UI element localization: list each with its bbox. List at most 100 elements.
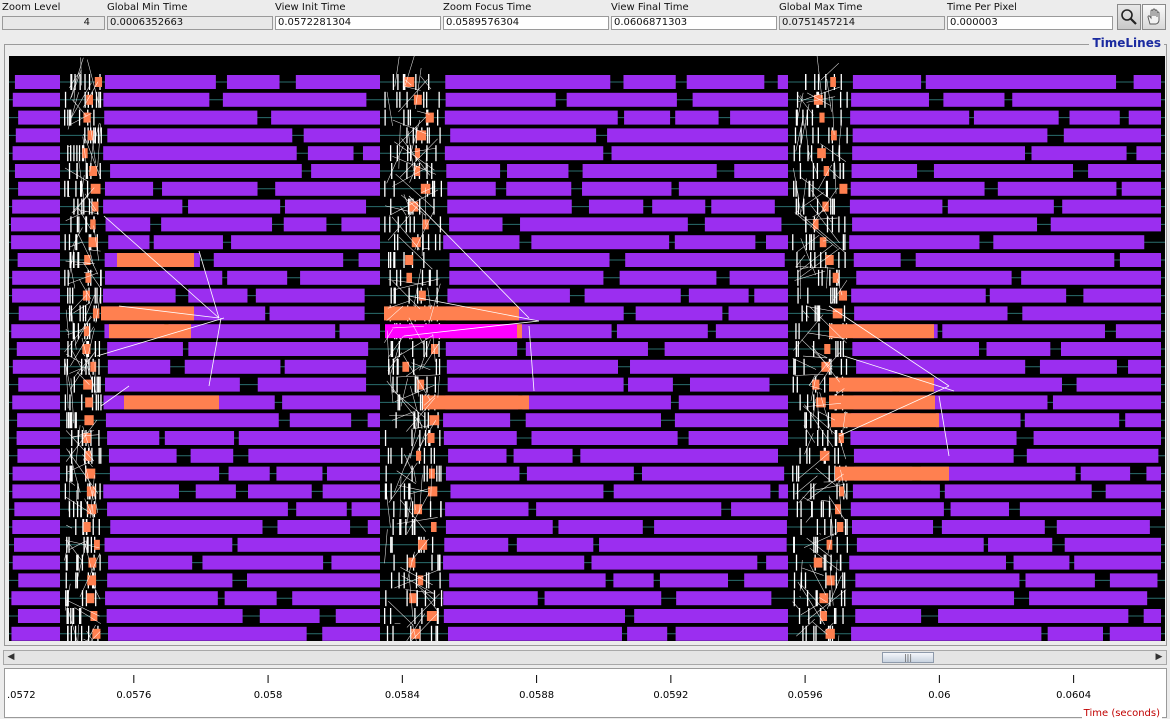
event-tick <box>97 394 99 411</box>
event-tick <box>824 519 826 535</box>
event-tick <box>64 234 66 251</box>
message-arrow <box>89 120 96 163</box>
wait-marker <box>836 522 844 532</box>
state-bar <box>248 484 312 499</box>
state-bar <box>108 448 177 463</box>
event-tick <box>81 554 84 571</box>
message-arrow <box>392 119 427 135</box>
state-bar <box>18 110 60 125</box>
state-bar <box>11 324 60 339</box>
global-max-time-value[interactable]: 0.0751457214 <box>779 16 945 30</box>
event-tick <box>384 608 386 624</box>
message-arrow <box>71 312 77 350</box>
event-tick <box>439 216 442 233</box>
event-tick <box>839 341 842 357</box>
scrollbar-thumb[interactable]: ||| <box>882 652 934 663</box>
event-tick <box>81 394 83 411</box>
message-arrow <box>65 419 98 462</box>
message-arrow <box>412 623 417 641</box>
event-tick <box>424 412 426 429</box>
message-arrow <box>71 294 87 311</box>
global-min-time-value[interactable]: 0.0006352663 <box>107 16 273 30</box>
panel-title: TimeLines <box>1089 36 1164 50</box>
event-tick <box>828 501 831 518</box>
state-bar <box>938 609 1129 623</box>
state-bar <box>852 128 1048 143</box>
event-tick <box>842 608 844 624</box>
message-arrow <box>816 56 823 98</box>
wait-marker <box>832 308 843 319</box>
message-arrow <box>400 378 408 407</box>
message-arrow <box>807 589 847 620</box>
message-arrow <box>812 621 828 635</box>
view-init-time-input[interactable]: 0.0572281304 <box>275 16 441 30</box>
event-tick <box>799 163 802 179</box>
state-bar <box>1076 377 1161 392</box>
view-final-time-input[interactable]: 0.0606871303 <box>611 16 777 30</box>
state-bar <box>14 537 60 552</box>
horizontal-scrollbar[interactable]: ◀ ||| ▶ <box>3 650 1167 665</box>
state-bar <box>852 146 1025 161</box>
event-tick <box>425 341 428 357</box>
event-tick <box>440 501 442 518</box>
event-tick <box>436 269 438 286</box>
wait-marker <box>416 450 422 461</box>
event-tick <box>85 163 87 179</box>
event-tick <box>77 252 79 268</box>
state-bar <box>591 555 758 570</box>
wait-marker <box>83 379 92 390</box>
timeline-canvas[interactable] <box>9 56 1165 641</box>
state-bar <box>224 591 277 606</box>
state-bar <box>941 520 1045 534</box>
wait-marker <box>413 94 422 105</box>
message-arrow <box>65 329 70 333</box>
event-tick <box>77 483 79 500</box>
message-arrow <box>73 79 76 103</box>
time-per-pixel-input[interactable]: 0.000003 <box>947 16 1113 30</box>
state-bar <box>925 75 1117 89</box>
message-arrow <box>66 367 69 409</box>
state-bar <box>450 128 597 143</box>
axis-title: Time (seconds) <box>1081 708 1162 719</box>
event-tick <box>423 341 425 357</box>
event-tick <box>814 305 816 322</box>
state-bar <box>108 555 193 570</box>
event-tick <box>430 447 432 464</box>
event-tick <box>96 287 98 304</box>
event-tick <box>414 519 416 535</box>
state-bar <box>678 395 788 410</box>
state-bar <box>734 164 788 178</box>
timeline-svg[interactable] <box>9 56 1165 641</box>
state-bar <box>1121 181 1161 196</box>
state-bar <box>623 75 676 89</box>
event-tick <box>403 109 405 126</box>
event-tick <box>77 554 79 571</box>
event-tick <box>97 127 100 144</box>
state-bar <box>599 537 787 552</box>
state-bar <box>161 217 273 232</box>
event-tick <box>408 198 410 215</box>
arrow-left-icon[interactable]: ◀ <box>7 652 15 662</box>
message-arrow <box>803 532 838 548</box>
event-tick <box>391 163 393 179</box>
message-arrow <box>65 260 95 264</box>
wait-marker <box>83 522 91 532</box>
event-tick <box>414 412 416 429</box>
arrow-right-icon[interactable]: ▶ <box>1155 652 1163 662</box>
wait-marker <box>87 130 94 141</box>
wait-marker <box>824 344 831 354</box>
message-arrow <box>90 631 101 641</box>
message-arrow <box>843 355 955 392</box>
zoom-tool-button[interactable] <box>1117 4 1141 30</box>
wait-marker <box>411 628 421 639</box>
hand-tool-button[interactable] <box>1142 4 1166 30</box>
state-bar <box>164 431 235 445</box>
message-arrow <box>831 96 835 135</box>
event-tick <box>82 519 84 535</box>
event-tick <box>67 341 69 357</box>
message-arrow <box>87 59 100 105</box>
zoom-focus-time-input[interactable]: 0.0589576304 <box>443 16 609 30</box>
timeline-rows <box>9 74 1165 641</box>
zoom-level-value[interactable]: 4 <box>2 16 105 30</box>
event-tick <box>411 519 414 535</box>
